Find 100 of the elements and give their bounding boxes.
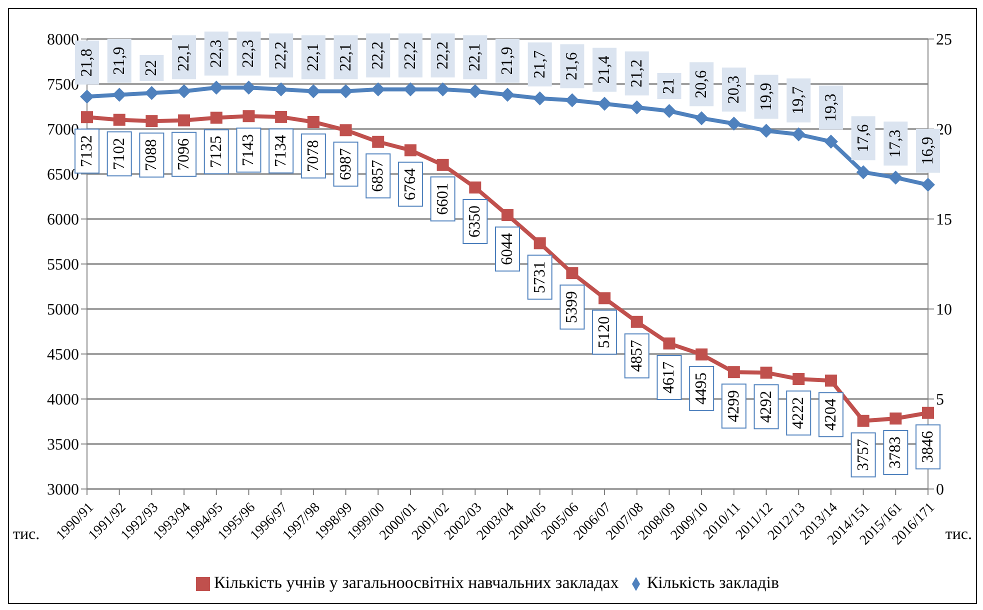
data-label: 17,3 [887, 130, 904, 158]
data-label: 21,2 [628, 59, 646, 88]
point [662, 104, 676, 118]
data-label: 5731 [531, 261, 548, 294]
data-label: 19,3 [822, 94, 840, 122]
point [468, 84, 482, 98]
point [500, 88, 514, 102]
point [209, 80, 224, 95]
y-tick-label: 6000 [47, 212, 79, 229]
point [307, 116, 320, 128]
point [759, 124, 774, 138]
legend-label: Кількість учнів у загальноосвітніх навчальних закладах [214, 573, 619, 592]
data-label: 22,1 [176, 43, 193, 72]
data-label: 22,3 [208, 40, 225, 68]
point [81, 111, 93, 124]
point [856, 165, 870, 180]
y2-tick-label: 0 [936, 482, 944, 499]
data-label: 21,9 [110, 46, 128, 75]
point [178, 114, 190, 126]
point [534, 237, 546, 250]
point [112, 88, 126, 102]
y2-axis-title: тис. [945, 526, 972, 543]
data-label: 22,1 [466, 43, 484, 72]
point [726, 116, 741, 131]
point [469, 182, 482, 194]
data-label: 21,6 [564, 52, 581, 80]
point [338, 84, 353, 98]
point [306, 84, 320, 98]
point [694, 111, 709, 126]
data-label: 6987 [337, 148, 354, 180]
data-label: 6044 [499, 233, 516, 266]
point [598, 96, 612, 111]
point [792, 373, 805, 386]
point [436, 158, 449, 171]
point [760, 366, 772, 379]
data-label: 3783 [887, 436, 904, 469]
point [146, 115, 158, 128]
point [242, 80, 256, 95]
point [630, 100, 644, 114]
legend-label: Кількість закладів [646, 573, 780, 592]
data-label: 3757 [854, 438, 872, 471]
y2-tick-label: 15 [936, 212, 952, 229]
data-label: 16,9 [920, 136, 936, 165]
y-tick-label: 8000 [47, 32, 79, 49]
data-label: 4495 [693, 372, 710, 404]
point [502, 209, 514, 222]
data-label: 20,3 [725, 76, 742, 104]
data-label: 21,8 [78, 48, 96, 77]
data-label: 20,6 [693, 70, 710, 98]
data-label: 7125 [208, 136, 225, 168]
data-label: 5399 [564, 291, 581, 324]
data-label: 22,1 [337, 43, 354, 72]
data-label: 22,1 [304, 43, 322, 72]
y2-tick-label: 25 [936, 32, 952, 49]
data-label: 6350 [466, 206, 484, 238]
y-tick-label: 3000 [47, 482, 79, 499]
point [532, 91, 547, 106]
data-label: 7078 [304, 140, 322, 172]
data-label: 21 [660, 78, 678, 94]
y-tick-label: 4500 [47, 346, 79, 364]
y-tick-label: 5000 [47, 302, 79, 319]
data-label: 4292 [758, 390, 775, 423]
point [80, 90, 94, 104]
data-label: 19,7 [790, 86, 808, 114]
data-label: 21,9 [499, 46, 516, 75]
data-label: 22,2 [272, 41, 290, 70]
point [565, 93, 580, 108]
point [663, 337, 676, 350]
data-label: 6601 [434, 182, 452, 215]
data-label: 3846 [920, 430, 936, 463]
point [824, 374, 837, 387]
y-tick-label: 5500 [47, 256, 79, 274]
data-label: 22,2 [434, 41, 452, 70]
point [371, 82, 386, 96]
point [922, 406, 934, 419]
data-label: 7132 [78, 135, 96, 168]
data-label: 22,2 [402, 41, 419, 70]
y-tick-label: 4000 [47, 392, 79, 409]
point [340, 124, 352, 136]
data-label: 4222 [790, 397, 808, 430]
point [404, 144, 416, 156]
point [177, 84, 192, 98]
point [857, 414, 870, 427]
data-label: 7143 [240, 134, 258, 166]
point [792, 127, 806, 142]
data-label: 6857 [370, 160, 387, 192]
data-label: 7102 [110, 138, 128, 170]
point [598, 292, 611, 304]
data-label: 22,3 [240, 40, 258, 68]
data-label: 19,9 [758, 82, 775, 111]
point [630, 316, 643, 328]
y2-tick-label: 10 [936, 302, 952, 319]
data-label: 22 [143, 60, 160, 76]
y2-tick-label: 5 [936, 392, 944, 409]
data-label: 21,4 [596, 56, 614, 84]
point [210, 112, 222, 124]
point [890, 412, 902, 425]
data-label: 7096 [176, 138, 193, 170]
data-label: 7134 [272, 134, 290, 167]
data-label: 4617 [660, 361, 678, 394]
